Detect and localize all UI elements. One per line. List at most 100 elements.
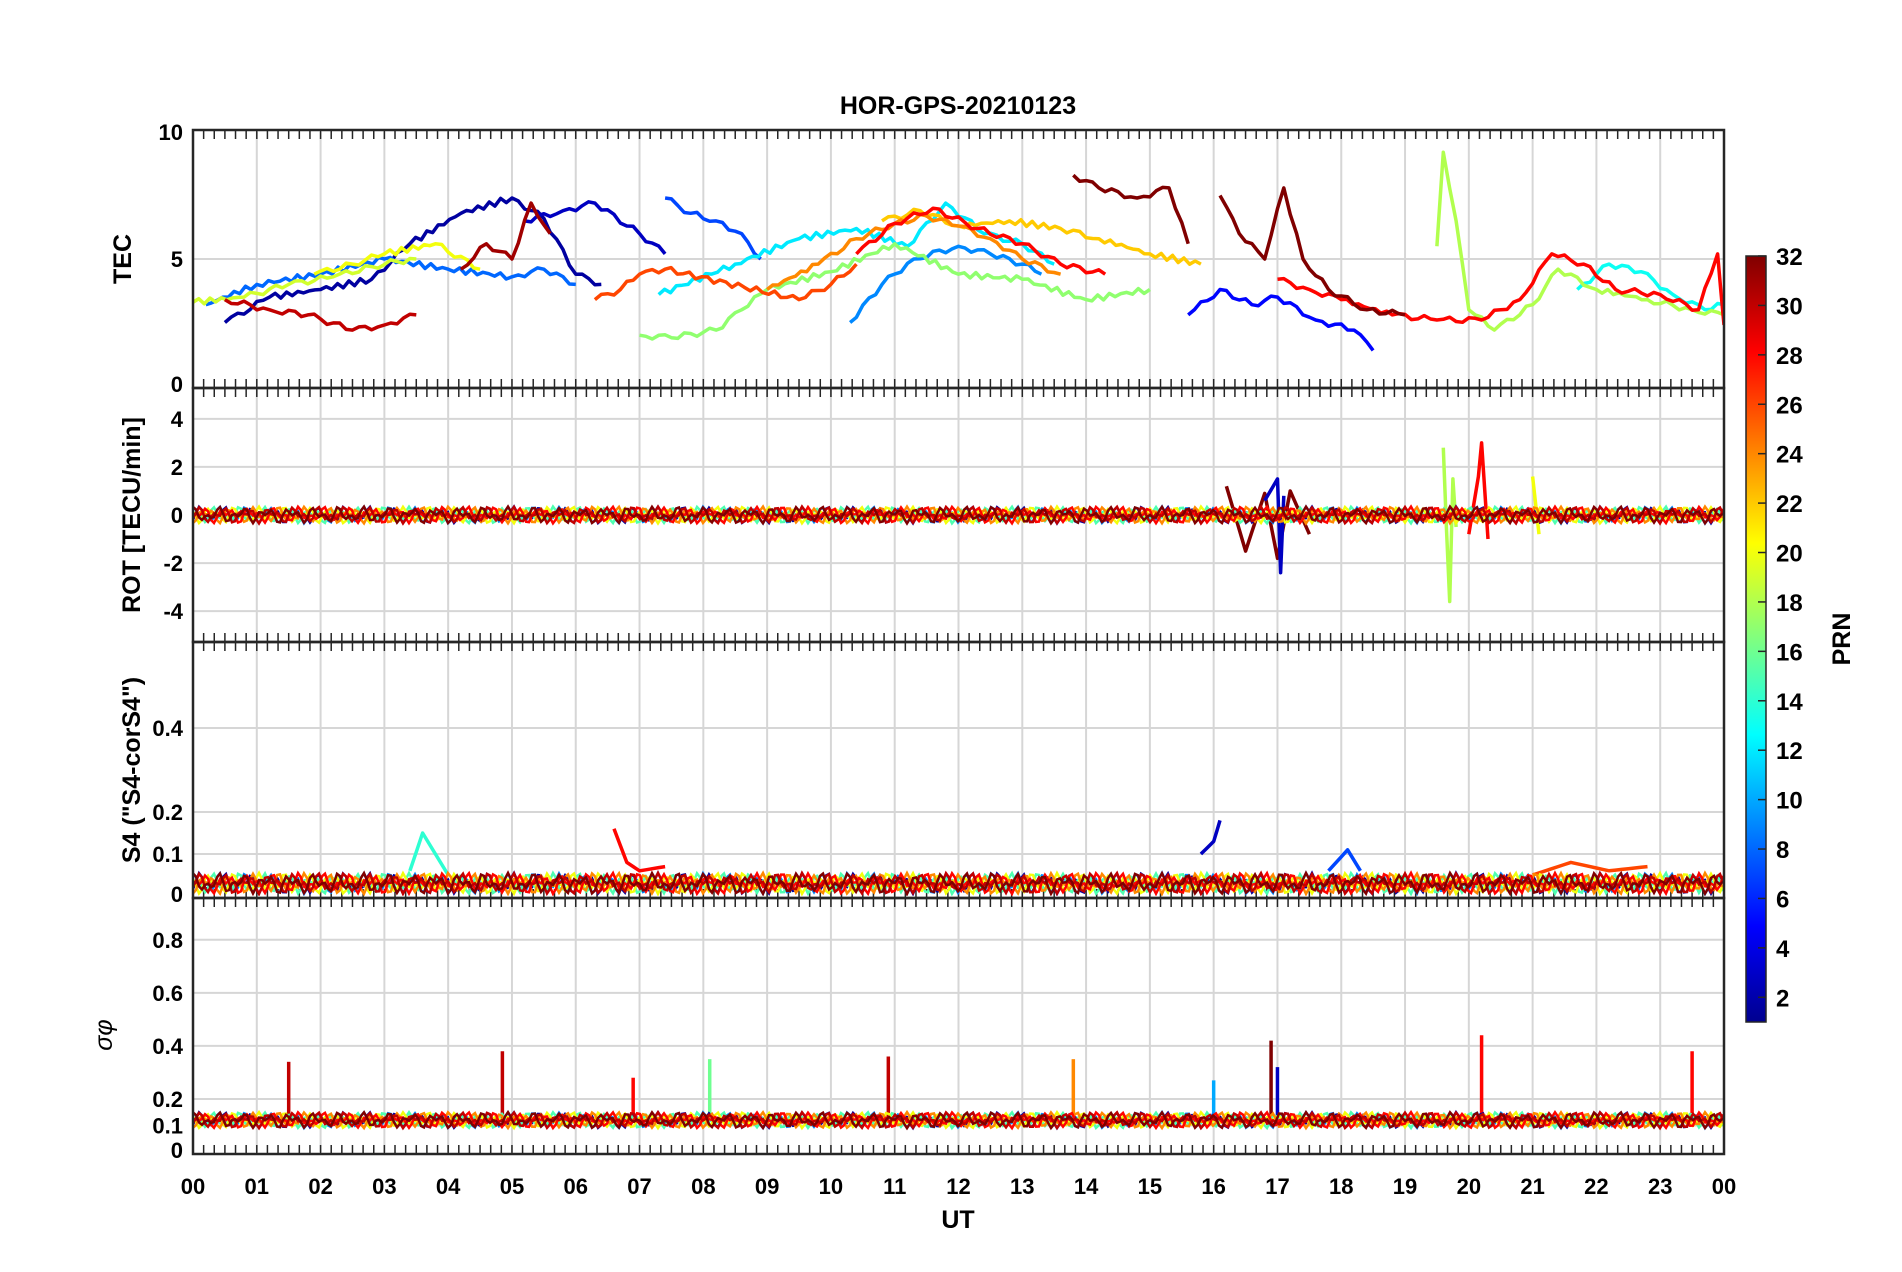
sigma-y-label: σφ	[90, 1019, 118, 1050]
baseline-noise	[193, 1109, 1724, 1131]
baseline-noise	[193, 870, 1724, 896]
x-tick-label: 23	[1648, 1174, 1672, 1199]
x-tick-label: 11	[883, 1174, 906, 1199]
y-tick-label: 2	[171, 455, 183, 480]
y-tick-label: 0.2	[152, 1087, 183, 1112]
panel-sigma: 0.8 0.6 0.4 0.20.10 σφ	[90, 896, 1726, 1163]
x-tick-label: 10	[819, 1174, 843, 1199]
s4-y-label: S4 ("S4-corS4")	[118, 677, 146, 863]
colorbar-tick-label: 22	[1776, 491, 1803, 518]
y-tick-label: 0.8	[152, 928, 183, 953]
baseline-noise	[193, 870, 1724, 896]
x-tick-label: 09	[755, 1174, 779, 1199]
x-tick-label: 00	[181, 1174, 205, 1199]
x-tick-label: 14	[1074, 1174, 1099, 1199]
baseline-noise	[193, 1109, 1724, 1131]
colorbar-tick-label: 30	[1776, 293, 1803, 320]
y-tick-label: 0.1	[152, 1113, 183, 1138]
series-line	[1199, 819, 1222, 856]
x-tick-label: 21	[1520, 1174, 1544, 1199]
baseline-noise	[193, 870, 1724, 896]
x-tick-label: 05	[500, 1174, 524, 1199]
series-line	[1277, 252, 1724, 326]
rot-y-ticks: 4 2 0 -2 -4	[163, 407, 183, 624]
series-line	[524, 200, 667, 256]
tec-series	[193, 150, 1724, 352]
series-line	[459, 201, 552, 271]
series-line	[1263, 477, 1286, 575]
sigma-y-ticks: 0.8 0.6 0.4 0.20.10	[152, 928, 183, 1163]
colorbar-tick-label: 26	[1776, 392, 1803, 419]
colorbar-tick-label: 2	[1776, 985, 1789, 1012]
series-line	[1441, 447, 1458, 604]
series-line	[205, 255, 576, 307]
y-tick-label: 0.2	[152, 800, 183, 825]
series-line	[593, 262, 858, 302]
x-tick-label: 01	[245, 1174, 269, 1199]
x-tick-labels: 00 01 02 03 04 05 06 07 08 09 10 11 12 13 14 15 16 17 18 19…	[181, 1174, 1736, 1199]
x-tick-label: 04	[436, 1174, 461, 1199]
y-tick-label: 0.4	[152, 1034, 183, 1059]
colorbar-tick-label: 32	[1776, 244, 1803, 271]
s4-grid	[192, 642, 1725, 898]
series-line	[657, 201, 1055, 296]
colorbar-tick-label: 18	[1776, 590, 1803, 617]
y-tick-label: 0	[171, 1138, 183, 1163]
x-tick-label: 03	[372, 1174, 396, 1199]
series-line	[639, 242, 1151, 341]
x-tick-label: 13	[1010, 1174, 1034, 1199]
colorbar-tick-label: 6	[1776, 886, 1789, 913]
series-line	[664, 196, 762, 261]
y-tick-label: 5	[171, 247, 183, 272]
series-line	[881, 207, 1202, 266]
series-line	[612, 828, 666, 873]
series-line	[766, 212, 1062, 291]
series-line	[223, 298, 417, 332]
series-line	[1467, 441, 1490, 540]
chart-title: HOR-GPS-20210123	[840, 92, 1076, 120]
x-tick-label: 17	[1265, 1174, 1289, 1199]
y-tick-label: -4	[163, 599, 183, 624]
rot-y-label: ROT [TECU/min]	[118, 417, 146, 613]
series-line	[313, 242, 481, 276]
s4-series	[193, 819, 1724, 896]
y-tick-label: -2	[163, 551, 183, 576]
colorbar-tick-label: 8	[1776, 837, 1789, 864]
series-line	[1435, 150, 1724, 332]
colorbar-tick-label: 12	[1776, 738, 1803, 765]
series-line	[1187, 287, 1375, 352]
baseline-noise	[193, 504, 1724, 526]
colorbar-tick-label: 16	[1776, 639, 1803, 666]
panel-s4: 0.4 0.2 0.1 0 S4 ("S4-corS4")	[118, 640, 1726, 907]
sigma-axes-box	[191, 896, 1726, 1156]
y-tick-label: 0.4	[152, 716, 183, 741]
series-line	[1072, 173, 1190, 245]
series-line	[848, 244, 1043, 324]
colorbar-tick-label: 14	[1776, 689, 1803, 716]
baseline-noise	[193, 1110, 1724, 1131]
colorbar-tick-label: 28	[1776, 343, 1803, 370]
baseline-noise	[193, 1109, 1724, 1131]
colorbar-tick-label: 24	[1776, 442, 1803, 469]
baseline-noise	[193, 504, 1724, 526]
rot-series	[193, 441, 1724, 604]
sigma-series	[193, 1035, 1724, 1131]
panel-tec: 0 5 10 TEC	[109, 120, 1726, 397]
y-tick-label: 4	[171, 407, 184, 432]
series-line	[1530, 476, 1541, 535]
x-tick-label: 19	[1393, 1174, 1417, 1199]
baseline-noise	[193, 504, 1724, 526]
x-tick-label: 06	[564, 1174, 588, 1199]
x-tick-label: 18	[1329, 1174, 1353, 1199]
tec-y-ticks: 0 5 10	[159, 120, 183, 397]
baseline-noise	[193, 870, 1724, 896]
y-tick-label: 0	[171, 882, 183, 907]
x-axis-label: UT	[941, 1206, 974, 1234]
y-tick-label: 0.1	[152, 842, 183, 867]
tec-grid	[192, 130, 1725, 388]
x-tick-label: 15	[1138, 1174, 1162, 1199]
series-line	[1327, 848, 1362, 872]
